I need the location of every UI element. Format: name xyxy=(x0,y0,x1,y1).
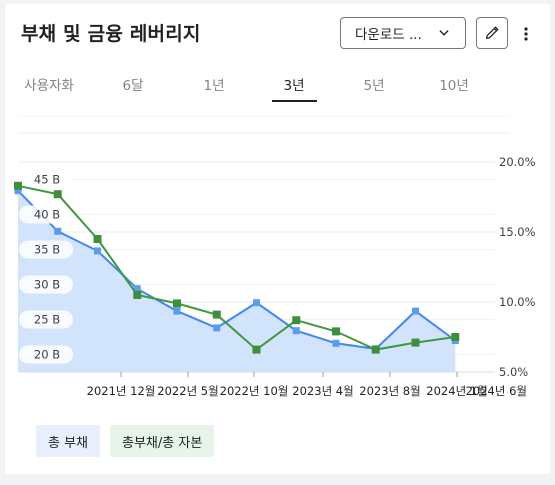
total-debt-point xyxy=(94,247,101,255)
left-axis-tick-label: 35 B xyxy=(34,243,60,257)
x-axis-tick-label: 2022년 5월 xyxy=(157,384,218,398)
total-debt-point xyxy=(213,324,221,332)
x-axis-tick-label: 2024년 6월 xyxy=(466,384,527,398)
left-axis-tick-label: 30 B xyxy=(34,278,60,292)
left-axis-tick-label: 25 B xyxy=(34,313,60,327)
debt-to-equity-point xyxy=(93,235,102,243)
range-tabs: 사용자화 6달 1년 3년 5년 10년 xyxy=(5,66,550,106)
x-axis-tick-label: 2023년 8월 xyxy=(359,384,420,398)
left-axis-tick-label: 45 B xyxy=(34,173,60,187)
x-axis-tick-label: 2021년 12월 xyxy=(87,384,156,398)
download-button[interactable]: 다운로드 ... xyxy=(340,17,466,49)
legend-debt-to-equity[interactable]: 총부채/총 자본 xyxy=(110,425,215,457)
total-debt-point xyxy=(54,227,62,235)
tab-5y[interactable]: 5년 xyxy=(363,78,385,94)
pencil-icon xyxy=(486,26,499,39)
total-debt-line xyxy=(17,190,456,350)
debt-to-equity-point xyxy=(252,345,261,354)
more-options-button[interactable] xyxy=(515,18,537,50)
total-debt-point xyxy=(332,339,340,347)
card-title: 부채 및 금융 레버리지 xyxy=(21,23,201,45)
edit-button[interactable] xyxy=(476,17,508,49)
tab-6m[interactable]: 6달 xyxy=(122,78,144,94)
debt-to-equity-point xyxy=(173,299,181,308)
more-vert-icon xyxy=(524,27,528,41)
left-tick-pill xyxy=(19,240,73,259)
debt-to-equity-point xyxy=(451,333,460,341)
debt-to-equity-point xyxy=(14,181,22,190)
download-label: 다운로드 ... xyxy=(355,27,422,43)
total-debt-point xyxy=(253,299,260,307)
debt-to-equity-point xyxy=(411,338,420,347)
chart-legend: 총 부채 총부채/총 자본 xyxy=(36,425,215,457)
tab-10y[interactable]: 10년 xyxy=(439,78,469,94)
total-debt-point xyxy=(14,187,22,195)
tab-custom[interactable]: 사용자화 xyxy=(24,78,74,94)
left-tick-pill xyxy=(19,170,73,189)
legend-total-debt[interactable]: 총 부채 xyxy=(36,425,101,457)
x-axis-tick-label: 2022년 10월 xyxy=(220,384,289,398)
right-axis-tick-label: 20.0% xyxy=(499,155,536,169)
debt-to-equity-point xyxy=(292,316,301,325)
left-tick-pill xyxy=(19,345,73,364)
left-tick-pill xyxy=(19,310,73,329)
left-axis-tick-label: 20 B xyxy=(34,348,60,362)
debt-to-equity-point xyxy=(53,190,62,199)
total-debt-point xyxy=(133,285,141,293)
debt-leverage-chart: 45 B 40 B 35 B 30 B 25 B 20 B 20.0% 15.0% 10.0% 5… xyxy=(14,116,536,398)
financial-leverage-card: 부채 및 금융 레버리지 다운로드 ... 사용자화 6달 1년 3년 5년 1… xyxy=(5,4,550,474)
total-debt-point xyxy=(292,327,300,335)
right-axis-tick-label: 5.0% xyxy=(499,365,528,379)
tab-1y[interactable]: 1년 xyxy=(203,78,225,94)
debt-to-equity-point xyxy=(133,291,142,299)
total-debt-area xyxy=(18,190,456,372)
x-axis-tick-label: 2023년 4월 xyxy=(292,384,353,398)
tab-3y[interactable]: 3년 xyxy=(283,78,305,94)
total-debt-point xyxy=(173,307,181,315)
left-tick-pill xyxy=(19,205,73,224)
debt-to-equity-point xyxy=(332,327,340,336)
left-axis-tick-label: 40 B xyxy=(34,208,60,222)
debt-to-equity-line xyxy=(17,184,456,351)
chevron-down-icon xyxy=(439,30,449,36)
debt-to-equity-point xyxy=(212,310,221,319)
total-debt-point xyxy=(412,307,419,315)
x-axis-tick-label: 2024년 1월 xyxy=(426,384,487,398)
left-tick-pill xyxy=(19,275,73,294)
active-tab-indicator xyxy=(272,100,317,102)
right-axis-tick-label: 15.0% xyxy=(499,225,536,239)
right-axis-tick-label: 10.0% xyxy=(499,295,536,309)
debt-to-equity-point xyxy=(371,345,380,354)
